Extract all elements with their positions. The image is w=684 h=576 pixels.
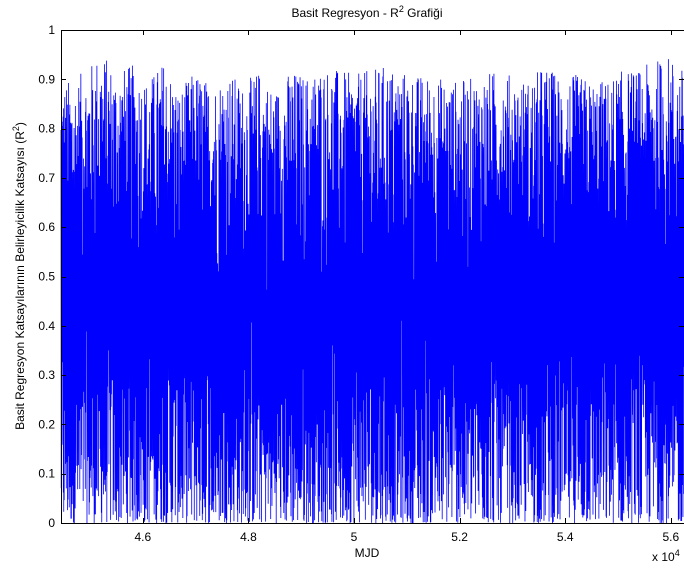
y-tick-label: 0.4	[38, 319, 55, 333]
y-tick-label: 0.5	[38, 270, 55, 284]
y-tick-label: 0	[48, 516, 55, 530]
x-axis-multiplier: x 104	[652, 548, 680, 564]
series-layer	[60, 59, 684, 524]
x-axis-multiplier-text: x 10	[652, 550, 675, 564]
y-tick-label: 0.2	[38, 417, 55, 431]
x-tick-label: 4.6	[134, 530, 151, 544]
x-tick-label: 5.6	[662, 530, 679, 544]
x-tick-label: 5.4	[557, 530, 574, 544]
x-tick-label: 4.8	[240, 530, 257, 544]
x-tick-label: 5	[351, 530, 358, 544]
x-ticks: 4.6 4.8 5 5.2 5.4 5.6	[134, 30, 679, 544]
y-tick-label: 1	[48, 23, 55, 37]
y-tick-label: 0.3	[38, 368, 55, 382]
chart-title-text: Basit Regresyon - R	[291, 6, 399, 20]
chart-title-suffix: Grafiği	[404, 6, 443, 20]
x-tick-label: 5.2	[451, 530, 468, 544]
axes-frame	[61, 30, 684, 524]
chart-title: Basit Regresyon - R2 Grafiği	[291, 4, 442, 20]
y-tick-label: 0.1	[38, 467, 55, 481]
y-tick-label: 0.6	[38, 220, 55, 234]
chart-title-superscript: 2	[399, 4, 404, 14]
series-line	[60, 59, 684, 524]
y-tick-label: 0.7	[38, 171, 55, 185]
y-axis-label-suffix: )	[13, 122, 27, 126]
y-ticks: 0 0.1 0.2 0.3 0.4 0.5 0.6 0.7 0.8 0.9 1	[38, 23, 684, 530]
y-axis-label: Basit Regresyon Katsayılarının Belirleyi…	[11, 122, 27, 430]
y-axis-label-text: Basit Regresyon Katsayılarının Belirleyi…	[13, 131, 27, 430]
y-tick-label: 0.8	[38, 122, 55, 136]
y-tick-label: 0.9	[38, 72, 55, 86]
y-axis-label-superscript: 2	[11, 126, 21, 131]
x-axis-multiplier-exponent: 4	[675, 548, 680, 558]
x-axis-label: MJD	[355, 546, 380, 560]
